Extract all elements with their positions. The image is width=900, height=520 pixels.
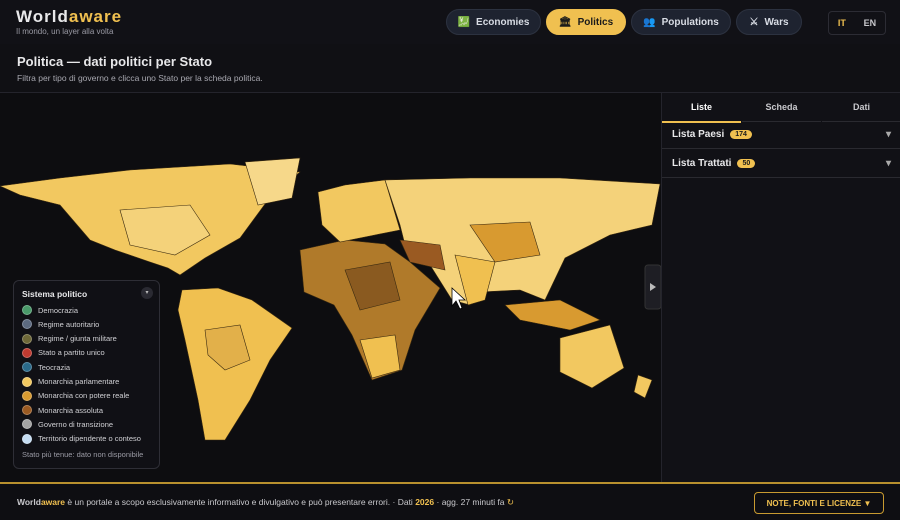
legend-item[interactable]: Regime autoritario xyxy=(22,318,99,330)
legend-swatch xyxy=(22,305,32,315)
legend-note: Stato più tenue: dato non disponibile xyxy=(22,450,144,459)
nav-icon: 👥 xyxy=(643,16,656,28)
legend-item[interactable]: Governo di transizione xyxy=(22,418,113,430)
legend-label: Regime autoritario xyxy=(38,319,100,329)
legend-label: Governo di transizione xyxy=(38,419,114,429)
nav-label: Wars xyxy=(764,16,789,28)
legend-swatch xyxy=(22,319,32,330)
legend-label: Monarchia parlamentare xyxy=(38,377,120,386)
brand-a: World xyxy=(16,7,69,26)
legend-label: Teocrazia xyxy=(38,362,71,372)
nav-label: Populations xyxy=(661,16,719,28)
footer: Worldaware è un portale a scopo esclusiv… xyxy=(0,482,900,520)
legend-swatch xyxy=(22,390,32,401)
panel-tab[interactable]: Dati xyxy=(822,93,900,122)
lang-option[interactable]: EN xyxy=(863,18,877,28)
list-label: Lista Trattati xyxy=(672,158,732,169)
nav-icon: 🏛 xyxy=(558,16,572,28)
nav-label: Politics xyxy=(577,16,614,28)
legend-swatch xyxy=(22,376,32,387)
legend-item[interactable]: Monarchia con potere reale xyxy=(22,390,129,402)
footer-brand-b: aware xyxy=(40,497,66,507)
legend-item[interactable]: Teocrazia xyxy=(22,361,70,373)
legend-title: Sistema politico xyxy=(22,289,88,299)
side-panel: Liste Scheda Dati Lista Paesi 174 ▾ Lista Trat… xyxy=(661,93,900,482)
nav-button[interactable]: ⚔ Wars xyxy=(736,9,802,35)
nav-icon: ⚔ xyxy=(749,16,759,28)
brand-b: aware xyxy=(68,7,123,26)
legend-label: Territorio dipendente o conteso xyxy=(38,434,141,444)
legend-item[interactable]: Regime / giunta militare xyxy=(22,333,117,345)
world-map[interactable] xyxy=(0,93,661,482)
page-title: Politica — dati politici per Stato xyxy=(17,54,213,69)
legend-label: Democrazia xyxy=(38,305,79,315)
lang-switch: IT EN xyxy=(828,11,886,35)
list-row[interactable]: Lista Trattati 50 ▾ xyxy=(662,150,900,178)
legend-label: Monarchia assoluta xyxy=(38,405,104,415)
list-row[interactable]: Lista Paesi 174 ▾ xyxy=(662,121,900,149)
data-label: · Dati xyxy=(392,497,413,507)
page-subtitle: Filtra per tipo di governo e clicca uno … xyxy=(17,73,263,83)
panel-tab[interactable]: Liste xyxy=(662,93,741,123)
updated: · agg. 27 minuti fa xyxy=(436,497,505,507)
legend-swatch xyxy=(22,347,32,358)
legend-swatch xyxy=(22,433,32,444)
legend-item[interactable]: Monarchia assoluta xyxy=(22,404,103,416)
legend-label: Regime / giunta militare xyxy=(38,334,117,344)
refresh-icon[interactable]: ↻ xyxy=(506,497,515,507)
legend-swatch xyxy=(22,419,32,430)
nav-icon: 💹 xyxy=(457,16,471,28)
list-count: 174 xyxy=(730,130,752,139)
lang-option[interactable]: IT xyxy=(837,18,846,28)
footer-text: Worldaware è un portale a scopo esclusiv… xyxy=(17,497,514,508)
expand-arrow: ▾ xyxy=(885,129,891,140)
list-label: Lista Paesi xyxy=(672,129,725,140)
disclaimer: è un portale a scopo esclusivamente info… xyxy=(67,497,391,507)
data-year: 2026 xyxy=(415,497,435,507)
legend-swatch xyxy=(22,405,32,416)
notes-button[interactable]: NOTE, FONTI E LICENZE ▼ xyxy=(754,492,884,514)
list-count: 50 xyxy=(737,159,756,168)
legend-item[interactable]: Stato a partito unico xyxy=(22,347,105,359)
legend-toggle[interactable]: ▾ xyxy=(141,287,153,299)
nav-button[interactable]: 💹 Economies xyxy=(446,9,541,35)
legend-label: Monarchia con potere reale xyxy=(38,391,130,401)
legend-item[interactable]: Territorio dipendente o conteso xyxy=(22,433,141,445)
nav-button[interactable]: 🏛 Politics xyxy=(546,9,626,35)
legend-item[interactable]: Monarchia parlamentare xyxy=(22,376,119,388)
footer-brand-a: World xyxy=(17,497,41,507)
brand[interactable]: Worldaware xyxy=(16,7,122,27)
header: Worldaware Il mondo, un layer alla volta… xyxy=(0,0,900,45)
legend-swatch xyxy=(22,362,32,373)
tagline: Il mondo, un layer alla volta xyxy=(16,27,114,36)
title-bar: Politica — dati politici per Stato Filtr… xyxy=(0,44,900,93)
panel-tab[interactable]: Scheda xyxy=(742,93,821,122)
nav-button[interactable]: 👥 Populations xyxy=(631,9,731,35)
legend-swatch xyxy=(22,333,32,344)
expand-arrow: ▾ xyxy=(885,158,891,169)
legend-label: Stato a partito unico xyxy=(38,348,105,358)
legend: Sistema politico ▾ Democrazia Regime auto… xyxy=(13,280,160,469)
legend-item[interactable]: Democrazia xyxy=(22,304,78,316)
nav-label: Economies xyxy=(476,16,530,28)
